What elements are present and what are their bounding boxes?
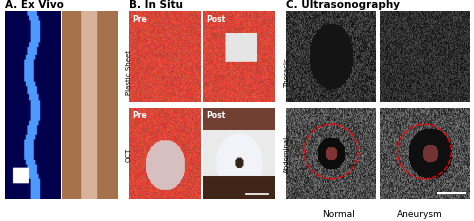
Text: Thoracic: Thoracic bbox=[284, 58, 290, 88]
Text: Plastic Sheet: Plastic Sheet bbox=[126, 50, 132, 95]
Text: Aneurysm: Aneurysm bbox=[397, 210, 442, 219]
Text: Post: Post bbox=[206, 111, 226, 120]
Text: OCT: OCT bbox=[126, 147, 132, 162]
Text: Pre: Pre bbox=[132, 15, 147, 24]
Text: A. Ex Vivo: A. Ex Vivo bbox=[5, 0, 64, 10]
Text: Abdominal: Abdominal bbox=[284, 136, 290, 173]
Text: Normal: Normal bbox=[322, 210, 356, 219]
Text: B. In Situ: B. In Situ bbox=[129, 0, 183, 10]
Text: C. Ultrasonography: C. Ultrasonography bbox=[286, 0, 401, 10]
Text: Pre: Pre bbox=[132, 111, 147, 120]
Text: Post: Post bbox=[206, 15, 226, 24]
